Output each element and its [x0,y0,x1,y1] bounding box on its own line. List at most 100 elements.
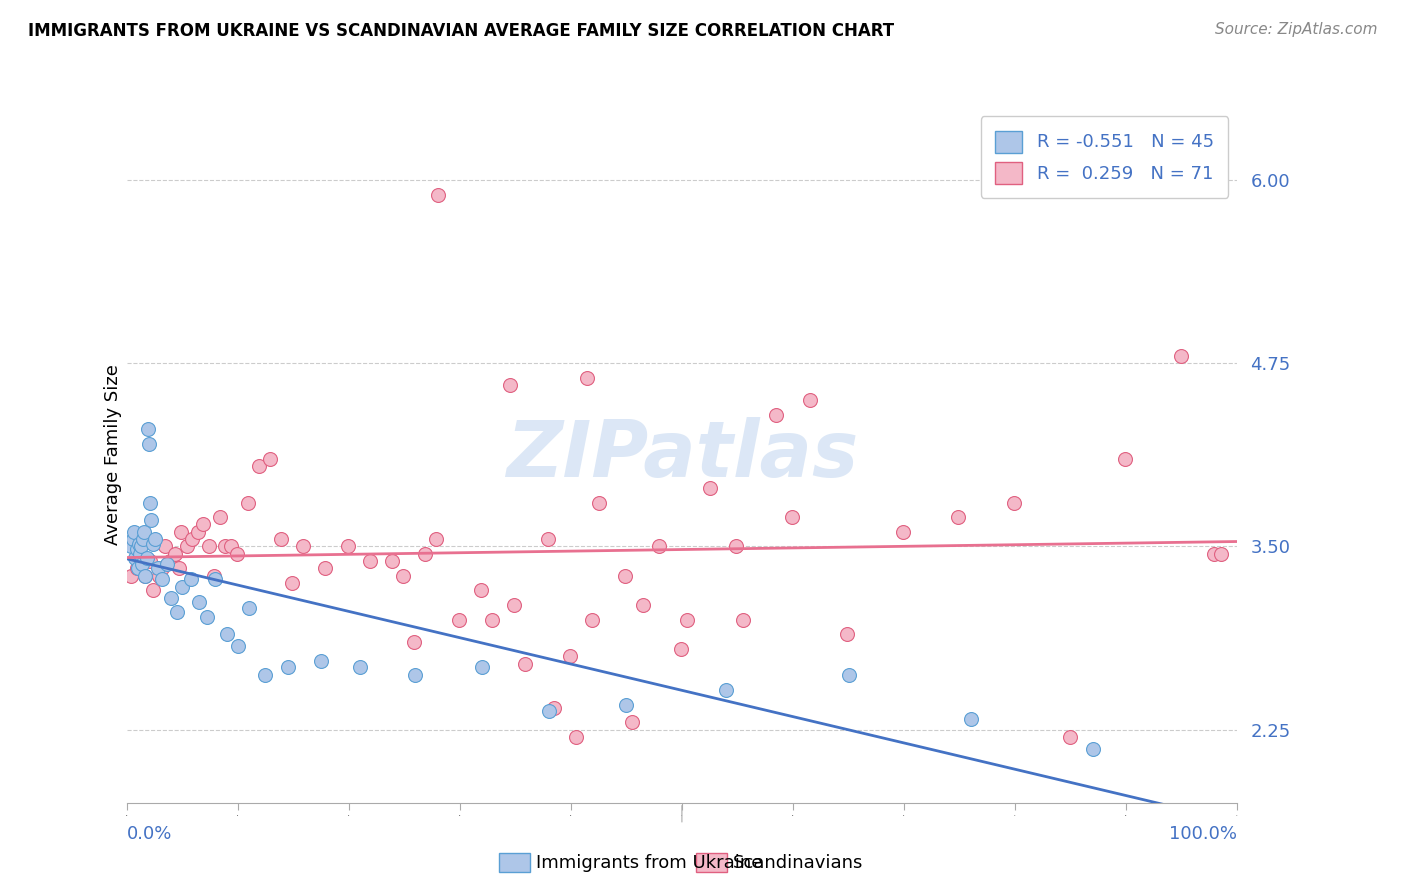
Point [336,540,359,554]
Point [176,540,198,554]
Point [128,536,150,550]
Point [172,581,194,595]
Point [120,540,142,554]
Point [948,510,970,524]
Point [238,601,260,615]
Point [503,598,526,612]
Point [247,458,270,473]
Point [142,583,165,598]
Point [270,532,292,546]
Point [959,712,981,726]
Point [155,557,177,571]
Point [558,649,581,664]
Text: Scandinavians: Scandinavians [733,854,863,871]
Point [1059,730,1081,744]
Point [170,524,193,539]
Point [197,540,219,554]
Point [120,568,142,582]
Point [292,540,315,554]
Point [565,730,588,744]
Point [159,554,181,568]
Point [167,561,190,575]
Point [187,595,209,609]
Point [481,613,503,627]
Point [765,408,787,422]
Point [616,698,638,712]
Point [647,540,669,554]
Point [1202,547,1225,561]
Point [1170,349,1192,363]
Point [699,481,721,495]
Point [145,532,167,546]
Point [314,561,336,575]
Point [799,392,821,407]
Point [891,524,914,539]
Point [731,613,754,627]
Point [148,568,170,582]
Point [181,532,204,546]
Point [837,627,859,641]
Point [125,542,148,557]
Point [259,451,281,466]
Point [204,572,226,586]
Point [134,568,156,582]
Point [187,524,209,539]
Text: Source: ZipAtlas.com: Source: ZipAtlas.com [1215,22,1378,37]
Point [1002,495,1025,509]
Point [588,495,610,509]
Point [139,554,162,568]
Point [150,572,173,586]
Point [536,532,558,546]
Point [309,654,332,668]
Point [236,495,259,509]
Point [128,547,150,561]
Point [132,532,155,546]
Point [716,683,738,698]
Point [669,642,692,657]
Point [543,700,565,714]
Point [208,510,231,524]
Point [166,606,188,620]
Point [135,551,157,566]
Point [138,437,160,451]
Text: 0.0%: 0.0% [127,825,172,843]
Text: Immigrants from Ukraine: Immigrants from Ukraine [536,854,762,871]
Point [125,561,148,575]
Point [193,517,215,532]
Point [1081,741,1104,756]
Point [404,668,426,682]
Point [160,591,183,605]
Point [359,554,381,568]
Point [404,634,426,648]
Point [195,609,218,624]
Point [631,598,654,612]
Point [134,568,156,582]
Point [447,613,470,627]
Point [226,639,249,653]
Point [225,547,247,561]
Point [155,540,177,554]
Point [277,659,299,673]
Point [381,554,404,568]
Legend: R = -0.551   N = 45, R =  0.259   N = 71: R = -0.551 N = 45, R = 0.259 N = 71 [981,116,1229,198]
Point [425,532,447,546]
Point [214,540,236,554]
Point [725,540,748,554]
Point [139,513,162,527]
Point [129,554,152,568]
Text: 100.0%: 100.0% [1170,825,1237,843]
Point [139,495,162,509]
Point [1114,451,1136,466]
Point [415,547,437,561]
Text: ZIPatlas: ZIPatlas [506,417,858,493]
Point [136,422,159,436]
Point [165,547,187,561]
Text: IMMIGRANTS FROM UKRAINE VS SCANDINAVIAN AVERAGE FAMILY SIZE CORRELATION CHART: IMMIGRANTS FROM UKRAINE VS SCANDINAVIAN … [28,22,894,40]
Point [676,613,699,627]
Point [471,659,494,673]
Point [426,188,449,202]
Point [124,524,146,539]
Point [129,540,152,554]
Point [1209,547,1232,561]
Point [131,557,153,571]
